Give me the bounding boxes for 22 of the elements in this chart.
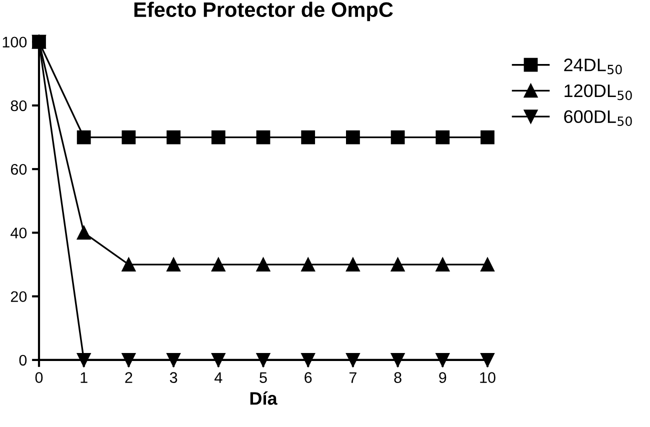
x-tick-label: 9: [439, 372, 446, 383]
x-tick-label: 4: [214, 372, 222, 383]
y-tick-label: 40: [10, 228, 27, 238]
x-tick-label: 0: [35, 372, 43, 383]
x-tick-label: 2: [125, 372, 132, 383]
y-tick-label: 20: [10, 291, 27, 302]
x-tick-label: 5: [260, 372, 267, 383]
y-tick-label: 60: [10, 164, 27, 175]
y-tick-label: 0: [19, 354, 27, 366]
x-tick-label: 8: [394, 372, 402, 383]
legend-label: 120DL$_{50}$: [564, 84, 632, 100]
x-tick-label: 1: [80, 372, 88, 383]
y-tick-label: 100: [2, 36, 27, 48]
x-tick-label: 7: [349, 372, 356, 383]
legend-label: 24DL$_{50}$: [564, 58, 622, 74]
legend-label: 600DL$_{50}$: [564, 110, 632, 126]
x-tick-label: 3: [170, 372, 178, 383]
x-tick-label: 6: [304, 372, 312, 383]
x-tick-label: 10: [480, 372, 496, 383]
y-tick-label: 80: [10, 100, 27, 112]
chart-title: Efecto Protector de OmpC: [134, 2, 393, 22]
x-axis-title: Día: [250, 391, 278, 405]
